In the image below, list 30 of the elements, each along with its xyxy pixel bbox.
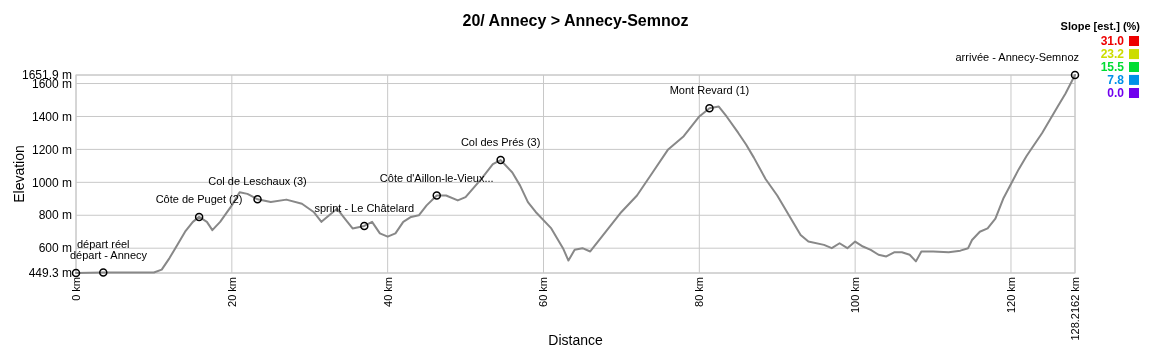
color-bar-title: Slope [est.] (%) <box>1060 20 1141 32</box>
annotation: Mont Revard (1) <box>669 84 750 97</box>
annotation: Col des Prés (3) <box>460 136 541 149</box>
y-tick-label: 449.3 m <box>28 266 72 281</box>
x-axis-title: Distance <box>548 332 603 348</box>
y-tick-label: 1000 m <box>31 175 72 190</box>
x-tick-label: 100 km <box>849 277 861 314</box>
color-bar-label: 15.5 <box>1100 60 1125 74</box>
y-tick-label: 1200 m <box>31 142 72 157</box>
x-tick-label: 60 km <box>537 277 550 307</box>
color-bar-label: 31.0 <box>1100 34 1125 48</box>
color-bar-label: 0.0 <box>1107 86 1125 100</box>
color-bar-label: 23.2 <box>1100 47 1125 62</box>
y-tick-label: 1400 m <box>31 109 72 124</box>
color-bar-label: 7.8 <box>1107 72 1125 87</box>
annotation: départ réel <box>76 238 130 250</box>
x-tick-label: 128.2162 km <box>1068 277 1081 341</box>
annotation: Côte d'Aillon-le-Vieux... <box>379 171 494 184</box>
x-tick-label: 20 km <box>225 277 238 307</box>
annotation: Côte de Puget (2) <box>155 192 243 205</box>
y-axis-title: Elevation <box>11 145 27 203</box>
annotation: Col de Leschaux (3) <box>208 175 307 188</box>
chart-title: 20/ Annecy > Annecy-Semnoz <box>462 12 689 29</box>
annotation: sprint - Le Châtelard <box>314 201 415 214</box>
x-tick-label: 0 km <box>69 277 82 301</box>
x-tick-label: 120 km <box>1004 277 1017 314</box>
annotation: arrivée - Annecy-Semnoz <box>955 51 1079 63</box>
x-tick-label: 80 km <box>693 277 706 307</box>
y-tick-label: 800 m <box>38 208 72 223</box>
x-tick-label: 40 km <box>381 277 394 307</box>
